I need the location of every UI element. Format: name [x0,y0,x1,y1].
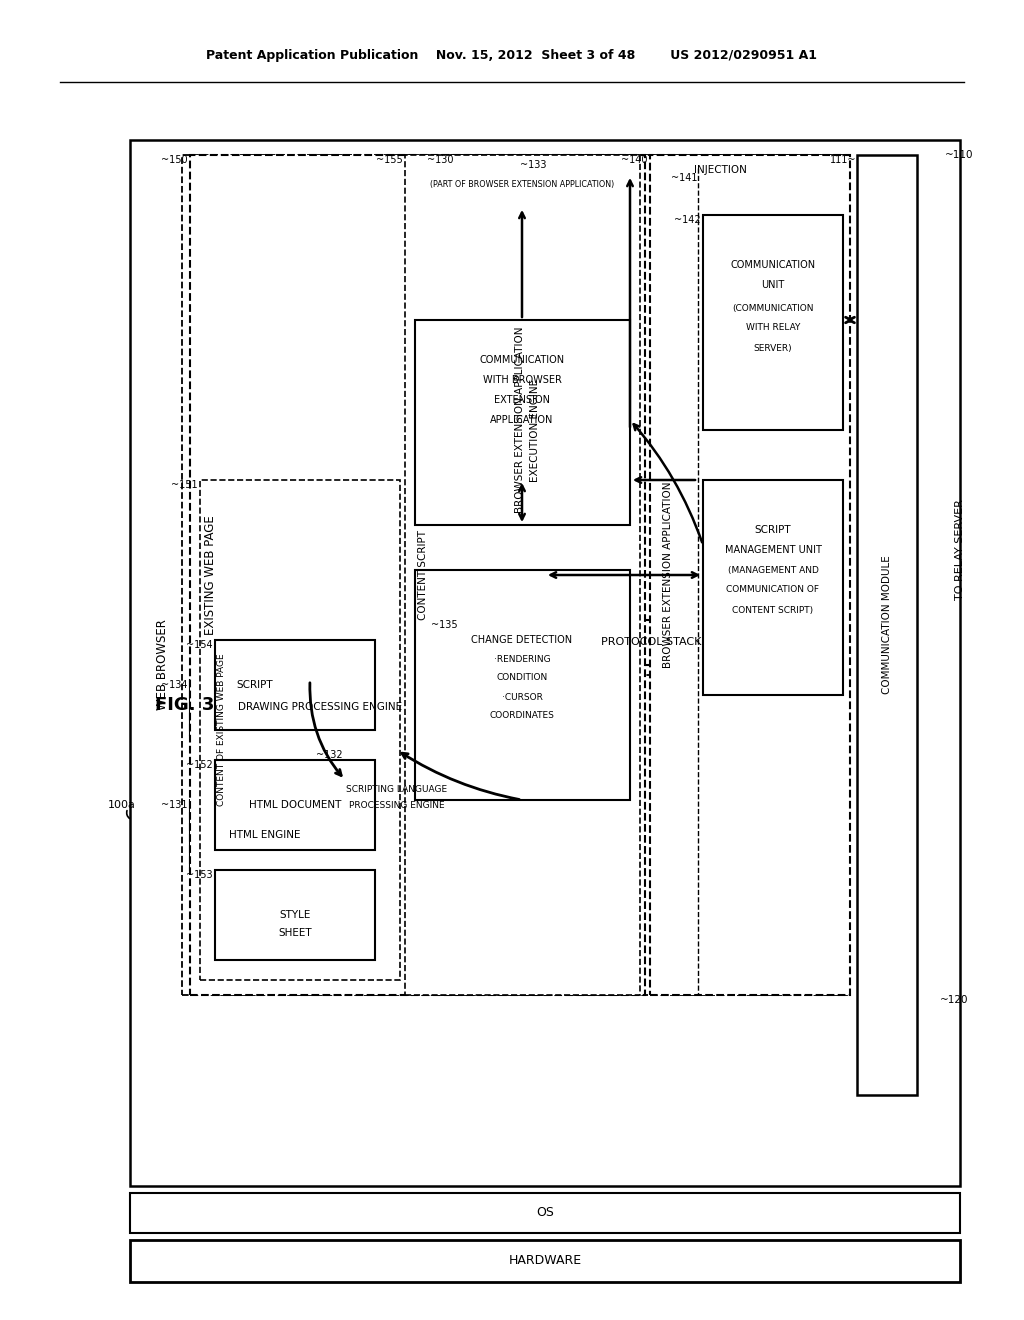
Bar [130,1239,961,1282]
Bar [720,820,840,870]
Text: BROWSER EXTENSION APPLICATION: BROWSER EXTENSION APPLICATION [515,327,525,513]
Text: HTML ENGINE: HTML ENGINE [229,830,301,840]
Text: SHEET: SHEET [279,928,312,939]
Text: EXTENSION: EXTENSION [494,395,550,405]
Bar [215,640,375,730]
Text: SCRIPTING LANGUAGE: SCRIPTING LANGUAGE [346,785,447,795]
Text: SCRIPT: SCRIPT [237,680,273,690]
Bar [190,800,340,870]
Text: ~150: ~150 [162,154,188,165]
Text: ·RENDERING: ·RENDERING [494,656,550,664]
Text: (MANAGEMENT AND: (MANAGEMENT AND [728,565,818,574]
Text: ~134: ~134 [162,680,188,690]
Bar [650,154,850,995]
Text: WITH BROWSER: WITH BROWSER [482,375,561,385]
Text: ~154: ~154 [186,640,213,649]
Text: EXISTING WEB PAGE: EXISTING WEB PAGE [204,515,216,635]
Text: UNIT: UNIT [762,280,784,290]
Bar [415,319,630,525]
Text: ~130: ~130 [427,154,453,165]
Text: ~151: ~151 [171,480,198,490]
Text: MANAGEMENT UNIT: MANAGEMENT UNIT [725,545,821,554]
Text: ~140: ~140 [622,154,648,165]
Text: CHANGE DETECTION: CHANGE DETECTION [471,635,572,645]
Text: CONTENT OF EXISTING WEB PAGE: CONTENT OF EXISTING WEB PAGE [217,653,226,807]
Text: APPLICATION: APPLICATION [490,414,554,425]
Bar [182,154,847,995]
Bar [190,680,450,735]
Text: FIG. 3: FIG. 3 [156,696,215,714]
Text: COMMUNICATION OF: COMMUNICATION OF [726,586,819,594]
Bar [130,140,961,1185]
Text: COORDINATES: COORDINATES [489,711,554,721]
Text: 100a: 100a [109,800,136,810]
Text: ~132: ~132 [316,750,343,760]
Text: ~110: ~110 [945,150,974,160]
Text: COMMUNICATION MODULE: COMMUNICATION MODULE [882,556,892,694]
Text: ~141: ~141 [672,173,698,183]
Bar [703,480,843,696]
Bar [720,755,840,805]
Text: ~133: ~133 [520,160,547,170]
Bar [215,870,375,960]
Text: ~142: ~142 [675,215,701,224]
Text: (COMMUNICATION: (COMMUNICATION [732,304,814,313]
Text: DRAWING PROCESSING ENGINE: DRAWING PROCESSING ENGINE [238,702,402,711]
Text: COMMUNICATION: COMMUNICATION [730,260,815,271]
Bar [703,215,843,430]
Text: CONDITION: CONDITION [497,673,548,682]
Text: Patent Application Publication    Nov. 15, 2012  Sheet 3 of 48        US 2012/02: Patent Application Publication Nov. 15, … [207,49,817,62]
Bar [415,570,630,800]
Text: WEB BROWSER: WEB BROWSER [157,619,170,710]
Text: (PART OF BROWSER EXTENSION APPLICATION): (PART OF BROWSER EXTENSION APPLICATION) [430,181,614,190]
Text: OS: OS [536,1206,554,1220]
Text: INJECTION: INJECTION [693,165,746,176]
Text: CONTENT SCRIPT: CONTENT SCRIPT [418,531,428,620]
Text: ~135: ~135 [431,620,458,630]
Text: BROWSER EXTENSION APPLICATION: BROWSER EXTENSION APPLICATION [663,482,673,668]
Text: COMMUNICATION: COMMUNICATION [479,355,564,366]
Bar [200,480,400,979]
Bar [460,620,843,665]
Text: ~152: ~152 [186,760,213,770]
Text: ~155: ~155 [376,154,403,165]
Text: TO RELAY SERVER: TO RELAY SERVER [955,499,965,601]
Text: HARDWARE: HARDWARE [509,1254,582,1267]
Text: HTML DOCUMENT: HTML DOCUMENT [249,800,341,810]
Text: ~131: ~131 [162,800,188,810]
Bar [345,750,450,870]
Text: PROTOCOL STACK: PROTOCOL STACK [601,638,701,647]
Bar [215,760,375,850]
Bar [190,154,645,995]
Text: 111~: 111~ [829,154,856,165]
Text: PROCESSING ENGINE: PROCESSING ENGINE [349,801,444,810]
Text: ~153: ~153 [186,870,213,880]
Text: ~120: ~120 [940,995,969,1005]
Text: EXECUTION ENGINE: EXECUTION ENGINE [530,379,540,482]
Bar [130,1193,961,1233]
Text: SERVER): SERVER) [754,343,793,352]
Bar [857,154,918,1096]
Text: WITH RELAY: WITH RELAY [745,323,800,333]
Text: CONTENT SCRIPT): CONTENT SCRIPT) [732,606,813,615]
Text: ·CURSOR: ·CURSOR [502,693,543,702]
Bar [455,154,845,675]
Bar [406,154,640,995]
Text: SCRIPT: SCRIPT [755,525,792,535]
Text: STYLE: STYLE [280,909,310,920]
